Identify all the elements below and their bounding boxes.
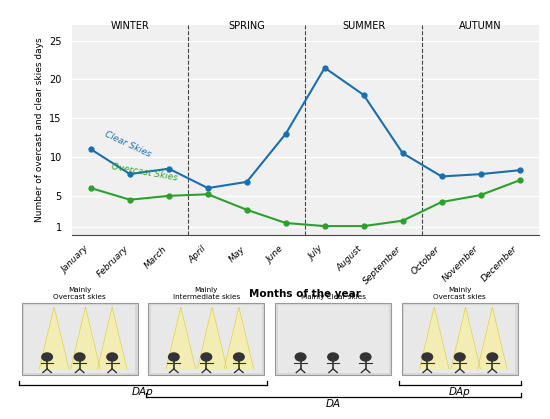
Polygon shape [224, 307, 254, 369]
Bar [24, 305, 135, 373]
Polygon shape [197, 307, 227, 369]
Text: DA: DA [326, 399, 340, 409]
Text: Mainly
Overcast skies: Mainly Overcast skies [53, 287, 106, 300]
Text: DAp: DAp [449, 387, 471, 397]
Bar [404, 305, 515, 373]
Text: Mainly Clear skies: Mainly Clear skies [301, 294, 366, 300]
Circle shape [454, 353, 465, 361]
Bar [275, 303, 391, 375]
Circle shape [234, 353, 244, 361]
Polygon shape [97, 307, 127, 369]
Y-axis label: Number of overcast and clear skies days: Number of overcast and clear skies days [35, 38, 43, 222]
Text: WINTER: WINTER [111, 21, 149, 31]
Text: SPRING: SPRING [228, 21, 265, 31]
Circle shape [422, 353, 432, 361]
Polygon shape [420, 307, 449, 369]
Text: DAp: DAp [132, 387, 154, 397]
Circle shape [295, 353, 306, 361]
Polygon shape [39, 307, 69, 369]
Text: Overcast Skies: Overcast Skies [111, 162, 178, 182]
Text: Mainly
Intermediate skies: Mainly Intermediate skies [173, 287, 240, 300]
Circle shape [168, 353, 179, 361]
Circle shape [201, 353, 212, 361]
Circle shape [42, 353, 52, 361]
Text: Clear Skies: Clear Skies [103, 130, 152, 159]
Text: Mainly
Overcast skies: Mainly Overcast skies [433, 287, 486, 300]
Polygon shape [166, 307, 196, 369]
Circle shape [107, 353, 118, 361]
Circle shape [328, 353, 338, 361]
Bar [148, 303, 265, 375]
Text: AUTUMN: AUTUMN [459, 21, 502, 31]
Polygon shape [451, 307, 480, 369]
Polygon shape [70, 307, 100, 369]
Bar [402, 303, 518, 375]
Circle shape [487, 353, 498, 361]
Bar [21, 303, 138, 375]
Bar [278, 305, 388, 373]
Polygon shape [477, 307, 507, 369]
Bar [151, 305, 262, 373]
Circle shape [360, 353, 371, 361]
Circle shape [74, 353, 85, 361]
Text: SUMMER: SUMMER [342, 21, 386, 31]
X-axis label: Months of the year: Months of the year [249, 289, 361, 299]
